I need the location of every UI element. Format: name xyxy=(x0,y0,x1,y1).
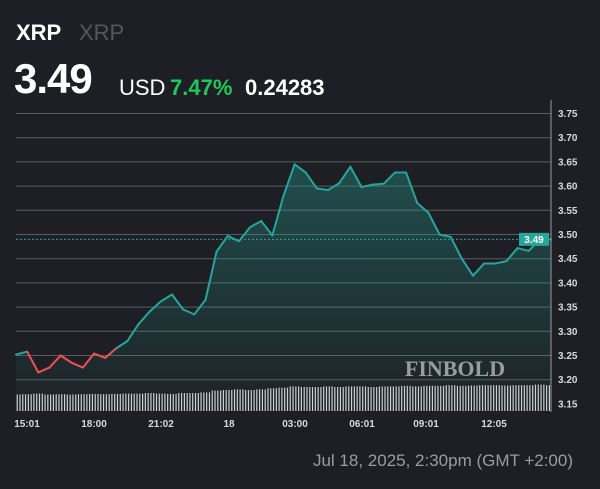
x-tick-label: 06:01 xyxy=(349,419,375,430)
y-tick-label: 3.40 xyxy=(558,278,578,289)
x-tick-label: 18:00 xyxy=(81,419,107,430)
price-line-segment xyxy=(494,260,508,265)
price-line-segment xyxy=(104,347,118,359)
price-line-segment xyxy=(182,308,196,316)
price-line-segment xyxy=(70,361,84,369)
y-tick-label: 3.25 xyxy=(558,351,578,362)
price-line-segment xyxy=(471,262,486,277)
price-line-segment xyxy=(315,187,330,191)
price-line-segment xyxy=(126,323,140,342)
x-tick-label: 12:05 xyxy=(481,419,507,430)
price-line-segment xyxy=(427,211,441,236)
price-line-segment xyxy=(59,354,73,364)
price-line-segment xyxy=(271,194,285,237)
price-line-segment xyxy=(327,182,341,191)
price-line-segment xyxy=(48,354,62,369)
price-line-segment xyxy=(516,247,530,252)
price-line-segment xyxy=(282,163,296,197)
asset-name: XRP xyxy=(79,20,125,45)
x-tick-label: 21:02 xyxy=(148,419,174,430)
last-price-badge xyxy=(519,232,549,246)
price-line-segment xyxy=(159,293,174,303)
y-tick-label: 3.15 xyxy=(558,399,578,410)
y-tick-label: 3.30 xyxy=(558,327,578,338)
price-line-segment xyxy=(15,350,29,356)
change-percent: 7.47% xyxy=(170,75,233,100)
price-line-segment xyxy=(405,171,419,205)
price-line-segment xyxy=(215,234,229,253)
price-line-segment xyxy=(171,293,185,311)
price-line-segment xyxy=(460,257,474,277)
y-tick-label: 3.55 xyxy=(558,206,578,217)
price-line-segment xyxy=(304,171,318,190)
price-line-segment xyxy=(293,163,307,174)
y-tick-label: 3.35 xyxy=(558,303,578,314)
currency: USD xyxy=(119,75,166,100)
price-line-segment xyxy=(193,298,207,316)
price-line-segment xyxy=(249,219,263,229)
current-price: 3.49 xyxy=(14,55,93,102)
y-tick-label: 3.65 xyxy=(558,157,578,168)
price-line-segment xyxy=(438,233,452,238)
y-tick-label: 3.60 xyxy=(558,182,578,193)
price-line-segment xyxy=(338,165,352,185)
price-line-segment xyxy=(81,352,96,369)
x-tick-label: 15:01 xyxy=(14,419,40,430)
x-tick-label: 03:00 xyxy=(282,419,308,430)
y-tick-label: 3.75 xyxy=(558,109,578,120)
price-line-segment xyxy=(360,183,374,189)
last-price-label: 3.49 xyxy=(524,235,544,246)
price-line-segment xyxy=(260,219,274,237)
y-tick-label: 3.20 xyxy=(558,375,578,386)
y-tick-label: 3.45 xyxy=(558,254,578,265)
price-line-segment xyxy=(137,310,151,326)
price-line-segment xyxy=(226,234,240,243)
price-line-segment xyxy=(37,366,51,374)
price-line-segment xyxy=(371,182,385,186)
price-line-segment xyxy=(26,350,40,374)
price-line-segment xyxy=(148,300,162,313)
x-tick-label: 09:01 xyxy=(413,419,439,430)
price-line-segment xyxy=(416,202,430,214)
symbol: XRP xyxy=(16,20,62,45)
price-line-segment xyxy=(204,250,218,301)
y-tick-label: 3.50 xyxy=(558,230,578,241)
price-line-segment xyxy=(505,247,519,263)
change-absolute: 0.24283 xyxy=(245,75,325,100)
price-line-segment xyxy=(449,235,463,260)
price-line-segment xyxy=(115,339,129,350)
y-tick-label: 3.70 xyxy=(558,133,578,144)
x-tick-label: 18 xyxy=(223,419,235,430)
finbold-watermark: FINBOLD xyxy=(405,356,505,381)
price-line-segment xyxy=(382,171,396,185)
price-area xyxy=(16,164,551,404)
timestamp: Jul 18, 2025, 2:30pm (GMT +2:00) xyxy=(312,451,573,470)
price-line-segment xyxy=(349,165,363,189)
price-line-segment xyxy=(93,352,107,359)
